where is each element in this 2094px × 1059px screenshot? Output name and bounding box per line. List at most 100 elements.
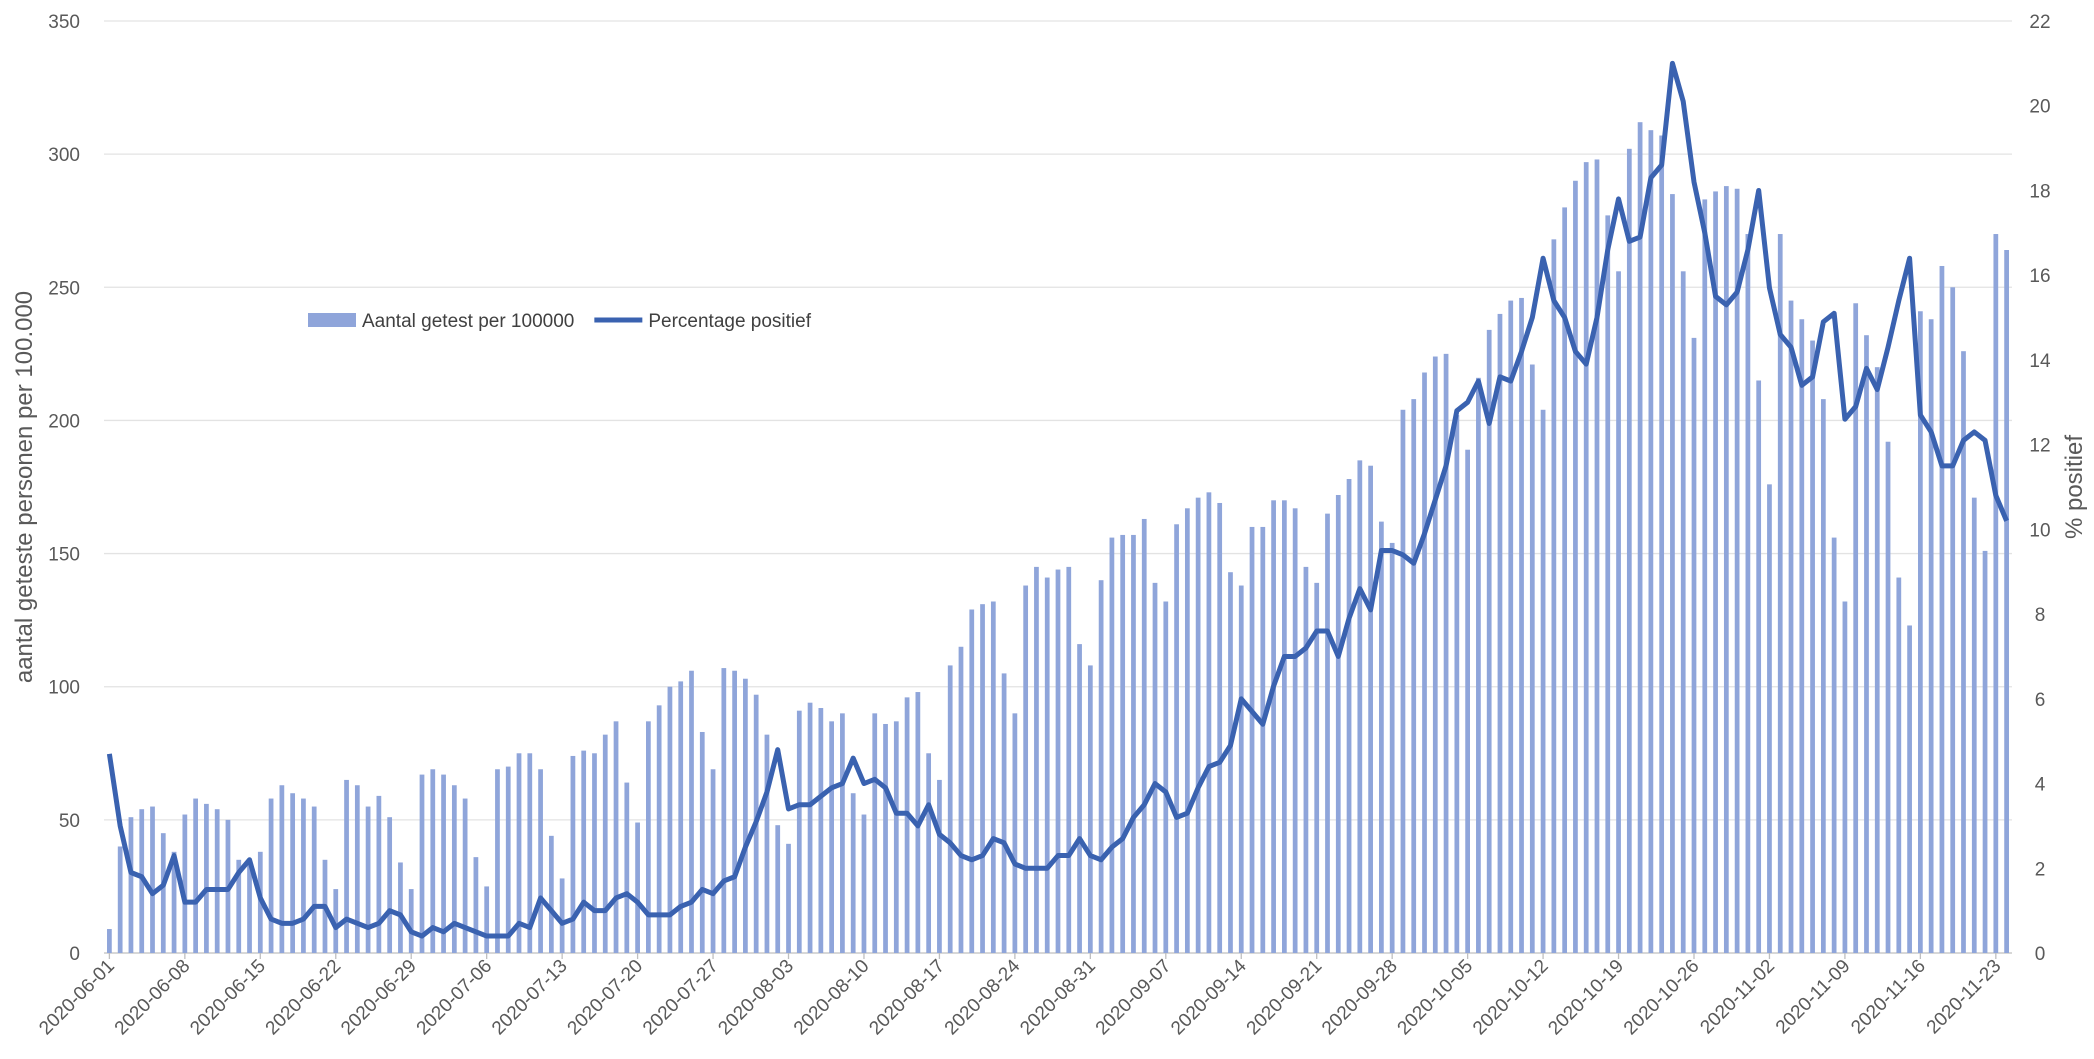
x-tick-label: 2020-11-09 xyxy=(1772,956,1855,1039)
bar xyxy=(1691,337,1697,953)
bar xyxy=(1314,582,1320,953)
bar xyxy=(1400,409,1406,954)
y-tick-label: 50 xyxy=(59,811,80,832)
bar xyxy=(796,710,802,953)
bar xyxy=(365,806,371,953)
bar xyxy=(1648,130,1654,954)
bar xyxy=(171,851,177,953)
bar xyxy=(1853,303,1859,954)
x-tick-label: 2020-07-13 xyxy=(488,956,572,1040)
x-tick-label: 2020-11-23 xyxy=(1923,956,2006,1039)
bar xyxy=(980,604,985,953)
bar xyxy=(1939,265,1945,953)
bar xyxy=(2004,250,2009,953)
bar xyxy=(1432,356,1438,953)
bar xyxy=(1335,494,1341,953)
bar xyxy=(1767,484,1772,953)
x-tick-label: 2020-08-17 xyxy=(865,956,949,1040)
bar xyxy=(1864,335,1869,953)
bar xyxy=(1303,566,1309,953)
y2-tick-label: 4 xyxy=(2035,775,2046,796)
bar xyxy=(1961,351,1966,953)
bar xyxy=(559,878,565,953)
bar xyxy=(182,814,188,953)
bar xyxy=(1907,625,1912,953)
bar xyxy=(1465,449,1470,953)
bar xyxy=(1217,502,1223,953)
bar xyxy=(840,713,845,953)
y2-tick-label: 10 xyxy=(2029,520,2050,541)
bar xyxy=(387,817,393,953)
bar xyxy=(1993,234,1999,953)
bar xyxy=(1842,601,1848,953)
x-tick-label: 2020-06-29 xyxy=(337,956,421,1040)
bar xyxy=(850,793,856,953)
bar xyxy=(1098,580,1104,953)
x-tick-label: 2020-11-16 xyxy=(1847,956,1930,1039)
bar xyxy=(1918,311,1923,953)
bar xyxy=(1971,497,1977,953)
bar xyxy=(1055,569,1061,953)
y-tick-label: 250 xyxy=(48,278,80,299)
y2-tick-label: 6 xyxy=(2035,690,2046,711)
bar xyxy=(699,731,705,953)
bar xyxy=(301,798,306,953)
bar xyxy=(1379,521,1384,953)
bar xyxy=(646,721,651,953)
bar xyxy=(1012,713,1018,953)
bar xyxy=(1799,319,1805,953)
bar xyxy=(775,825,781,953)
bar xyxy=(548,835,554,953)
y-tick-label: 150 xyxy=(48,545,80,566)
bar xyxy=(602,734,608,953)
bar xyxy=(290,793,296,953)
bar xyxy=(1357,460,1363,953)
bar xyxy=(613,721,619,953)
legend-swatch xyxy=(308,313,356,327)
bar xyxy=(656,705,662,953)
x-tick-label: 2020-08-31 xyxy=(1016,956,1100,1040)
y-axis-title: aantal geteste personen per 100.000 xyxy=(11,291,38,683)
bar xyxy=(786,843,791,953)
x-tick-label: 2020-10-12 xyxy=(1469,956,1553,1040)
bar xyxy=(1529,364,1535,954)
bar xyxy=(937,779,942,953)
bar xyxy=(764,734,770,953)
x-tick-label: 2020-06-01 xyxy=(35,956,119,1040)
bar xyxy=(1044,577,1050,953)
y2-axis-title: % positief xyxy=(2061,435,2088,539)
bar xyxy=(204,803,209,953)
x-tick-label: 2020-09-14 xyxy=(1167,955,1251,1039)
line xyxy=(106,60,2009,939)
x-tick-label: 2020-08-10 xyxy=(790,956,874,1040)
x-tick-label: 2020-10-19 xyxy=(1544,956,1628,1040)
y2-tick-label: 8 xyxy=(2035,605,2046,626)
bar xyxy=(1896,577,1902,953)
bar xyxy=(527,753,533,953)
bar xyxy=(1141,518,1147,953)
bar xyxy=(635,822,640,953)
bar xyxy=(430,769,436,953)
bar xyxy=(1820,399,1826,953)
bar xyxy=(1001,673,1007,953)
bar xyxy=(484,886,490,953)
bar xyxy=(462,798,468,953)
y2-tick-label: 14 xyxy=(2029,351,2051,372)
bar xyxy=(624,782,630,953)
bar xyxy=(279,785,285,953)
x-tick-label: 2020-10-05 xyxy=(1394,956,1478,1040)
bar xyxy=(883,723,888,953)
x-tick-label: 2020-09-07 xyxy=(1092,956,1176,1040)
bar xyxy=(710,769,716,953)
bar xyxy=(1087,665,1093,953)
y2-tick-label: 16 xyxy=(2029,266,2050,287)
bar xyxy=(1605,215,1611,954)
bar xyxy=(1594,159,1600,953)
bar xyxy=(1626,148,1632,953)
x-tick-label: 2020-09-28 xyxy=(1318,956,1402,1040)
bar xyxy=(495,769,500,953)
bar xyxy=(1680,271,1686,953)
bar xyxy=(1713,191,1718,953)
bar xyxy=(1476,377,1481,953)
